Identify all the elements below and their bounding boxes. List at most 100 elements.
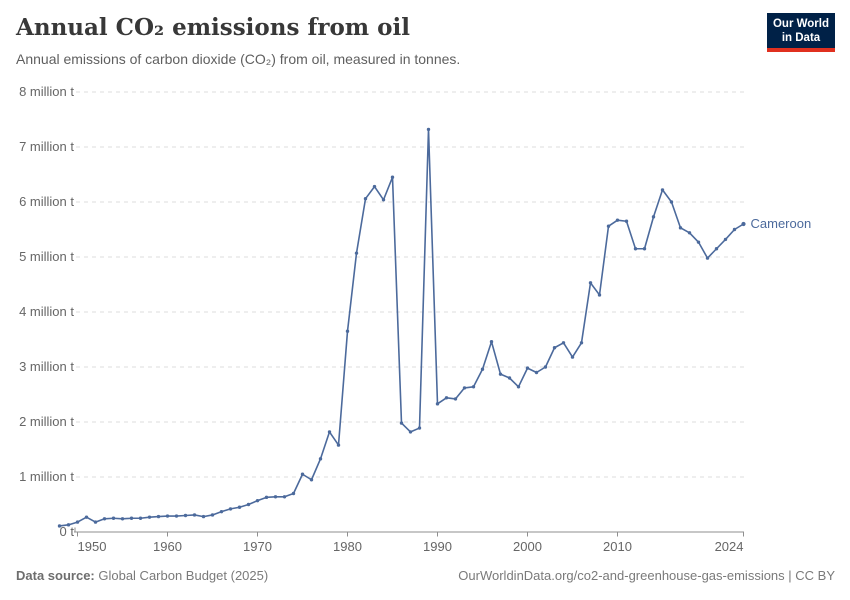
data-point	[336, 443, 341, 447]
owid-logo[interactable]: Our World in Data	[767, 13, 835, 52]
data-point	[444, 396, 449, 400]
data-point	[318, 457, 323, 461]
x-tick-label: 2000	[513, 539, 542, 554]
data-point	[66, 523, 71, 527]
data-point	[696, 240, 701, 244]
x-tick-label: 1960	[153, 539, 182, 554]
data-point	[309, 478, 314, 482]
data-point	[192, 513, 197, 517]
data-point	[300, 472, 305, 476]
data-point	[381, 198, 386, 202]
data-point	[579, 341, 584, 345]
data-point	[462, 386, 467, 390]
data-point	[624, 219, 629, 223]
data-point	[741, 221, 746, 227]
data-point	[660, 188, 665, 192]
data-point	[111, 516, 116, 520]
data-point	[453, 397, 458, 401]
data-source: Data source: Global Carbon Budget (2025)	[16, 568, 268, 583]
data-point	[228, 507, 233, 511]
data-point	[588, 281, 593, 285]
y-tick-label: 1 million t	[19, 469, 74, 484]
data-point	[732, 227, 737, 232]
data-point	[246, 502, 251, 507]
series-line-cameroon	[59, 128, 744, 527]
data-point	[102, 517, 107, 521]
data-point	[471, 385, 476, 389]
data-point	[372, 184, 377, 189]
x-tick-label: 1990	[423, 539, 452, 554]
data-point	[282, 495, 287, 499]
data-point	[345, 329, 350, 333]
data-point	[570, 355, 575, 359]
owid-logo-line1: Our World	[772, 18, 829, 30]
data-point	[183, 513, 188, 518]
data-point	[210, 513, 215, 517]
data-point	[327, 430, 332, 434]
owid-logo-line2: in Data	[781, 32, 821, 44]
data-point	[408, 430, 413, 434]
y-tick-label: 5 million t	[19, 249, 74, 264]
y-tick-label: 8 million t	[19, 84, 74, 99]
data-point	[273, 495, 278, 499]
data-point	[525, 366, 530, 370]
data-point	[669, 200, 674, 204]
x-tick-label: 2024	[714, 539, 744, 554]
data-point	[363, 197, 368, 201]
citation-link[interactable]: OurWorldinData.org/co2-and-greenhouse-ga…	[458, 568, 835, 583]
data-point	[633, 247, 638, 251]
data-point	[390, 175, 395, 179]
data-source-value: Global Carbon Budget (2025)	[94, 568, 269, 583]
data-point	[435, 402, 440, 406]
data-point	[120, 517, 125, 521]
data-point	[498, 372, 503, 376]
data-point	[651, 215, 656, 219]
data-source-label: Data source:	[16, 568, 95, 583]
data-point	[129, 516, 134, 520]
data-point	[561, 341, 566, 345]
x-tick-label: 1950	[77, 539, 107, 554]
y-tick-label: 4 million t	[19, 304, 74, 319]
data-point	[147, 515, 152, 519]
data-point	[723, 237, 728, 242]
data-point	[597, 293, 602, 297]
data-point	[57, 524, 62, 528]
data-point	[291, 491, 296, 496]
data-point	[426, 127, 431, 132]
data-point	[201, 514, 206, 519]
data-point	[606, 224, 611, 228]
data-point	[642, 247, 647, 251]
data-point	[516, 385, 521, 389]
data-point	[138, 516, 143, 520]
data-point	[534, 370, 539, 375]
y-tick-label: 7 million t	[19, 139, 74, 154]
data-point	[507, 376, 512, 380]
y-tick-label: 6 million t	[19, 194, 74, 209]
data-point	[543, 365, 548, 369]
data-point	[354, 251, 359, 255]
page-title: Annual CO₂ emissions from oil	[16, 14, 410, 41]
y-tick-label: 2 million t	[19, 414, 74, 429]
data-point	[174, 514, 179, 518]
page-subtitle: Annual emissions of carbon dioxide (CO₂)…	[16, 51, 461, 67]
data-point	[615, 218, 620, 222]
data-point	[714, 247, 719, 251]
y-tick-label: 3 million t	[19, 359, 74, 374]
data-point	[255, 498, 260, 503]
data-point	[480, 367, 485, 371]
data-point	[156, 514, 161, 519]
data-point	[399, 421, 404, 425]
data-point	[552, 346, 557, 350]
data-point	[237, 505, 242, 509]
x-tick-label: 1970	[243, 539, 272, 554]
series-label-cameroon: Cameroon	[750, 216, 812, 231]
data-point	[687, 231, 692, 235]
data-point	[705, 256, 710, 260]
y-tick-label: 0 t	[59, 524, 74, 539]
data-point	[165, 514, 170, 518]
x-tick-label: 2010	[603, 539, 632, 554]
data-point	[417, 426, 422, 430]
data-point	[75, 520, 80, 524]
